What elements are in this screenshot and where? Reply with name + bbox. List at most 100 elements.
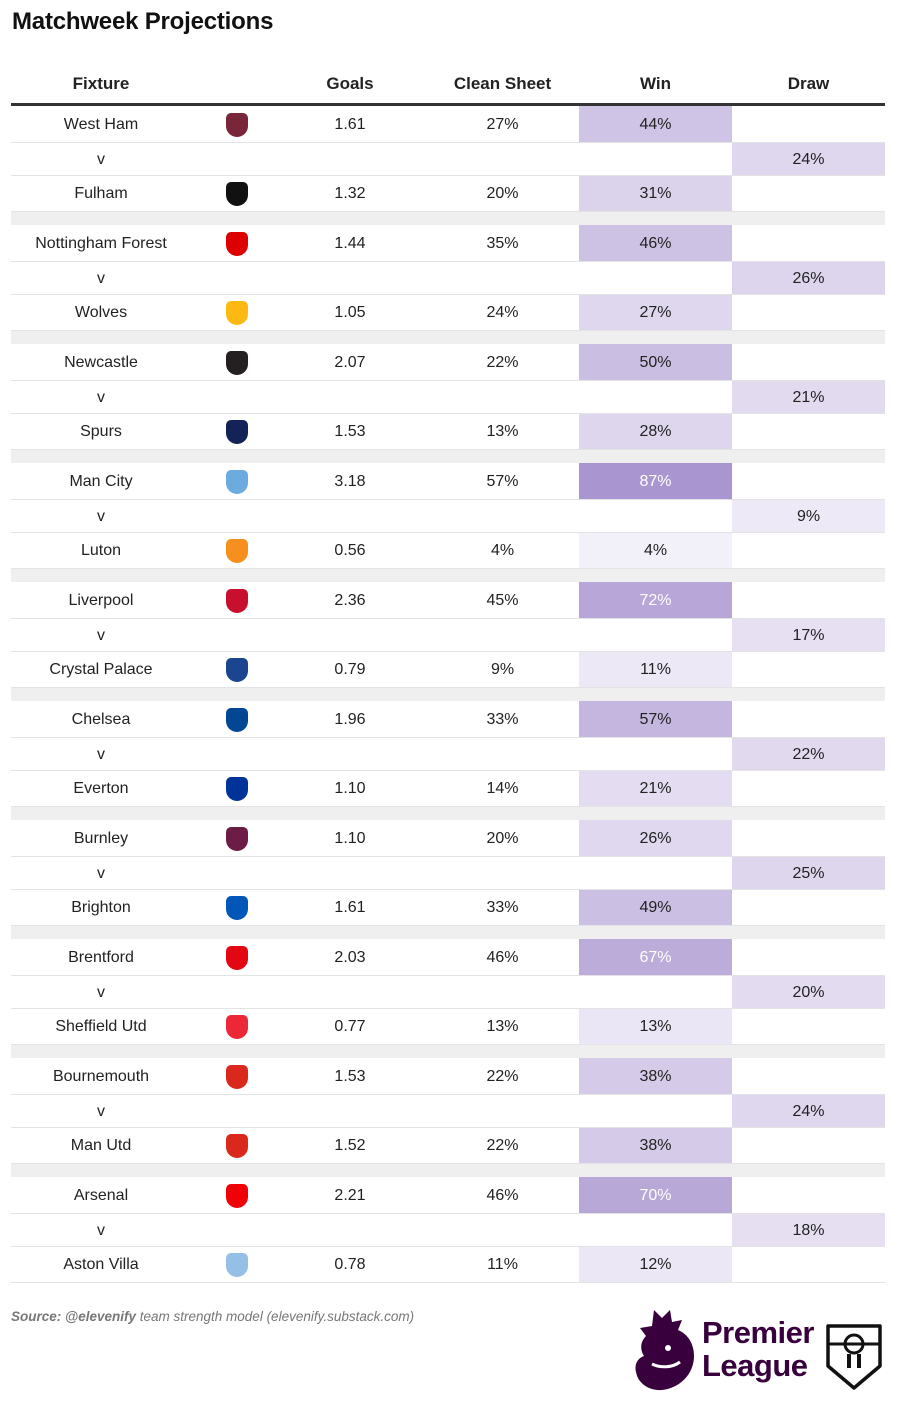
team-name: Man Utd xyxy=(70,1137,132,1154)
nottingham-forest-crest-icon xyxy=(226,231,248,256)
fixture-separator xyxy=(11,569,885,582)
row-divider xyxy=(11,294,885,295)
row-divider xyxy=(11,449,885,450)
crest-cell xyxy=(219,1009,255,1045)
goals-cell: 0.77 xyxy=(334,1018,366,1035)
source-note: Source: @elevenify team strength model (… xyxy=(11,1309,414,1324)
row-divider xyxy=(11,737,885,738)
chelsea-crest-icon xyxy=(226,707,248,732)
win-cell: 13% xyxy=(579,1009,732,1045)
newcastle-crest-icon xyxy=(226,350,248,375)
premier-league-logo: Premier League xyxy=(632,1308,814,1392)
row-divider xyxy=(11,651,885,652)
team-name: Sheffield Utd xyxy=(55,1018,147,1035)
crest-cell xyxy=(219,295,255,331)
west-ham-crest-icon xyxy=(226,112,248,137)
clean-sheet-cell: 35% xyxy=(486,234,519,252)
fixture-separator xyxy=(11,450,885,463)
header-draw: Draw xyxy=(787,74,830,93)
vs-label: v xyxy=(97,507,105,525)
win-cell: 11% xyxy=(579,652,732,688)
row-divider xyxy=(11,142,885,143)
row-divider xyxy=(11,1008,885,1009)
win-cell: 46% xyxy=(579,225,732,262)
table-row: Nottingham Forest 1.44 35% 46% xyxy=(11,225,885,262)
team-name: Brighton xyxy=(71,899,131,916)
table-row: v 26% xyxy=(11,262,885,295)
draw-cell: 20% xyxy=(732,976,885,1009)
goals-cell: 1.05 xyxy=(334,304,366,321)
premier-league-wordmark: Premier League xyxy=(702,1316,814,1382)
goals-cell: 1.61 xyxy=(334,115,366,133)
table-header: Fixture Goals Clean Sheet Win Draw xyxy=(11,66,885,106)
table-row: v 24% xyxy=(11,143,885,176)
goals-cell: 2.36 xyxy=(334,591,366,609)
row-divider xyxy=(11,532,885,533)
everton-crest-icon xyxy=(226,777,248,801)
clean-sheet-cell: 14% xyxy=(486,780,519,797)
projections-table: Fixture Goals Clean Sheet Win Draw West … xyxy=(11,66,885,1283)
vs-label: v xyxy=(97,150,105,168)
row-divider xyxy=(11,1246,885,1247)
goals-cell: 3.18 xyxy=(334,472,366,490)
goals-cell: 1.52 xyxy=(334,1137,366,1154)
clean-sheet-cell: 13% xyxy=(486,423,519,440)
clean-sheet-cell: 20% xyxy=(486,185,519,202)
table-row: v 18% xyxy=(11,1214,885,1247)
fixture-separator xyxy=(11,1045,885,1058)
win-cell: 12% xyxy=(579,1247,732,1283)
row-divider xyxy=(11,568,885,569)
win-cell: 21% xyxy=(579,771,732,807)
table-row: Wolves 1.05 24% 27% xyxy=(11,295,885,331)
win-cell: 26% xyxy=(579,820,732,857)
table-body: West Ham 1.61 27% 44% v 24% Fulham 1.32 20% 31% No… xyxy=(11,106,885,1283)
win-cell: 87% xyxy=(579,463,732,500)
goals-cell: 1.53 xyxy=(334,423,366,440)
win-cell: 28% xyxy=(579,414,732,450)
row-divider xyxy=(11,889,885,890)
table-row: Brentford 2.03 46% 67% xyxy=(11,939,885,976)
win-cell: 49% xyxy=(579,890,732,926)
table-row: v 24% xyxy=(11,1095,885,1128)
row-divider xyxy=(11,925,885,926)
row-divider xyxy=(11,211,885,212)
team-name: Crystal Palace xyxy=(49,661,153,678)
table-row: Bournemouth 1.53 22% 38% xyxy=(11,1058,885,1095)
table-row: Chelsea 1.96 33% 57% xyxy=(11,701,885,738)
team-name: Aston Villa xyxy=(63,1256,139,1273)
header-goals: Goals xyxy=(326,74,374,93)
aston-villa-crest-icon xyxy=(226,1253,248,1277)
draw-cell: 24% xyxy=(732,1095,885,1128)
page-title: Matchweek Projections xyxy=(12,8,274,35)
row-divider xyxy=(11,175,885,176)
crest-cell xyxy=(219,1247,255,1283)
team-name: Man City xyxy=(69,472,133,490)
clean-sheet-cell: 11% xyxy=(487,1256,518,1273)
draw-cell: 24% xyxy=(732,143,885,176)
table-row: Man Utd 1.52 22% 38% xyxy=(11,1128,885,1164)
table-row: Crystal Palace 0.79 9% 11% xyxy=(11,652,885,688)
clean-sheet-cell: 46% xyxy=(486,1186,519,1204)
row-divider xyxy=(11,856,885,857)
team-name: Nottingham Forest xyxy=(35,234,167,252)
vs-label: v xyxy=(97,1221,105,1239)
table-row: West Ham 1.61 27% 44% xyxy=(11,106,885,143)
fulham-crest-icon xyxy=(226,182,248,206)
clean-sheet-cell: 22% xyxy=(486,1067,519,1085)
source-handle: @elevenify xyxy=(65,1309,136,1324)
row-divider xyxy=(11,330,885,331)
fixture-separator xyxy=(11,688,885,701)
wordmark-line-2: League xyxy=(702,1348,808,1383)
crest-cell xyxy=(219,771,255,807)
crest-cell xyxy=(219,225,255,262)
clean-sheet-cell: 33% xyxy=(486,710,519,728)
table-row: v 21% xyxy=(11,381,885,414)
crest-cell xyxy=(219,176,255,212)
table-row: Luton 0.56 4% 4% xyxy=(11,533,885,569)
burnley-crest-icon xyxy=(226,826,248,851)
team-name: West Ham xyxy=(63,115,139,133)
goals-cell: 1.10 xyxy=(334,780,366,797)
team-name: Chelsea xyxy=(71,710,131,728)
row-divider xyxy=(11,380,885,381)
row-divider xyxy=(11,1163,885,1164)
